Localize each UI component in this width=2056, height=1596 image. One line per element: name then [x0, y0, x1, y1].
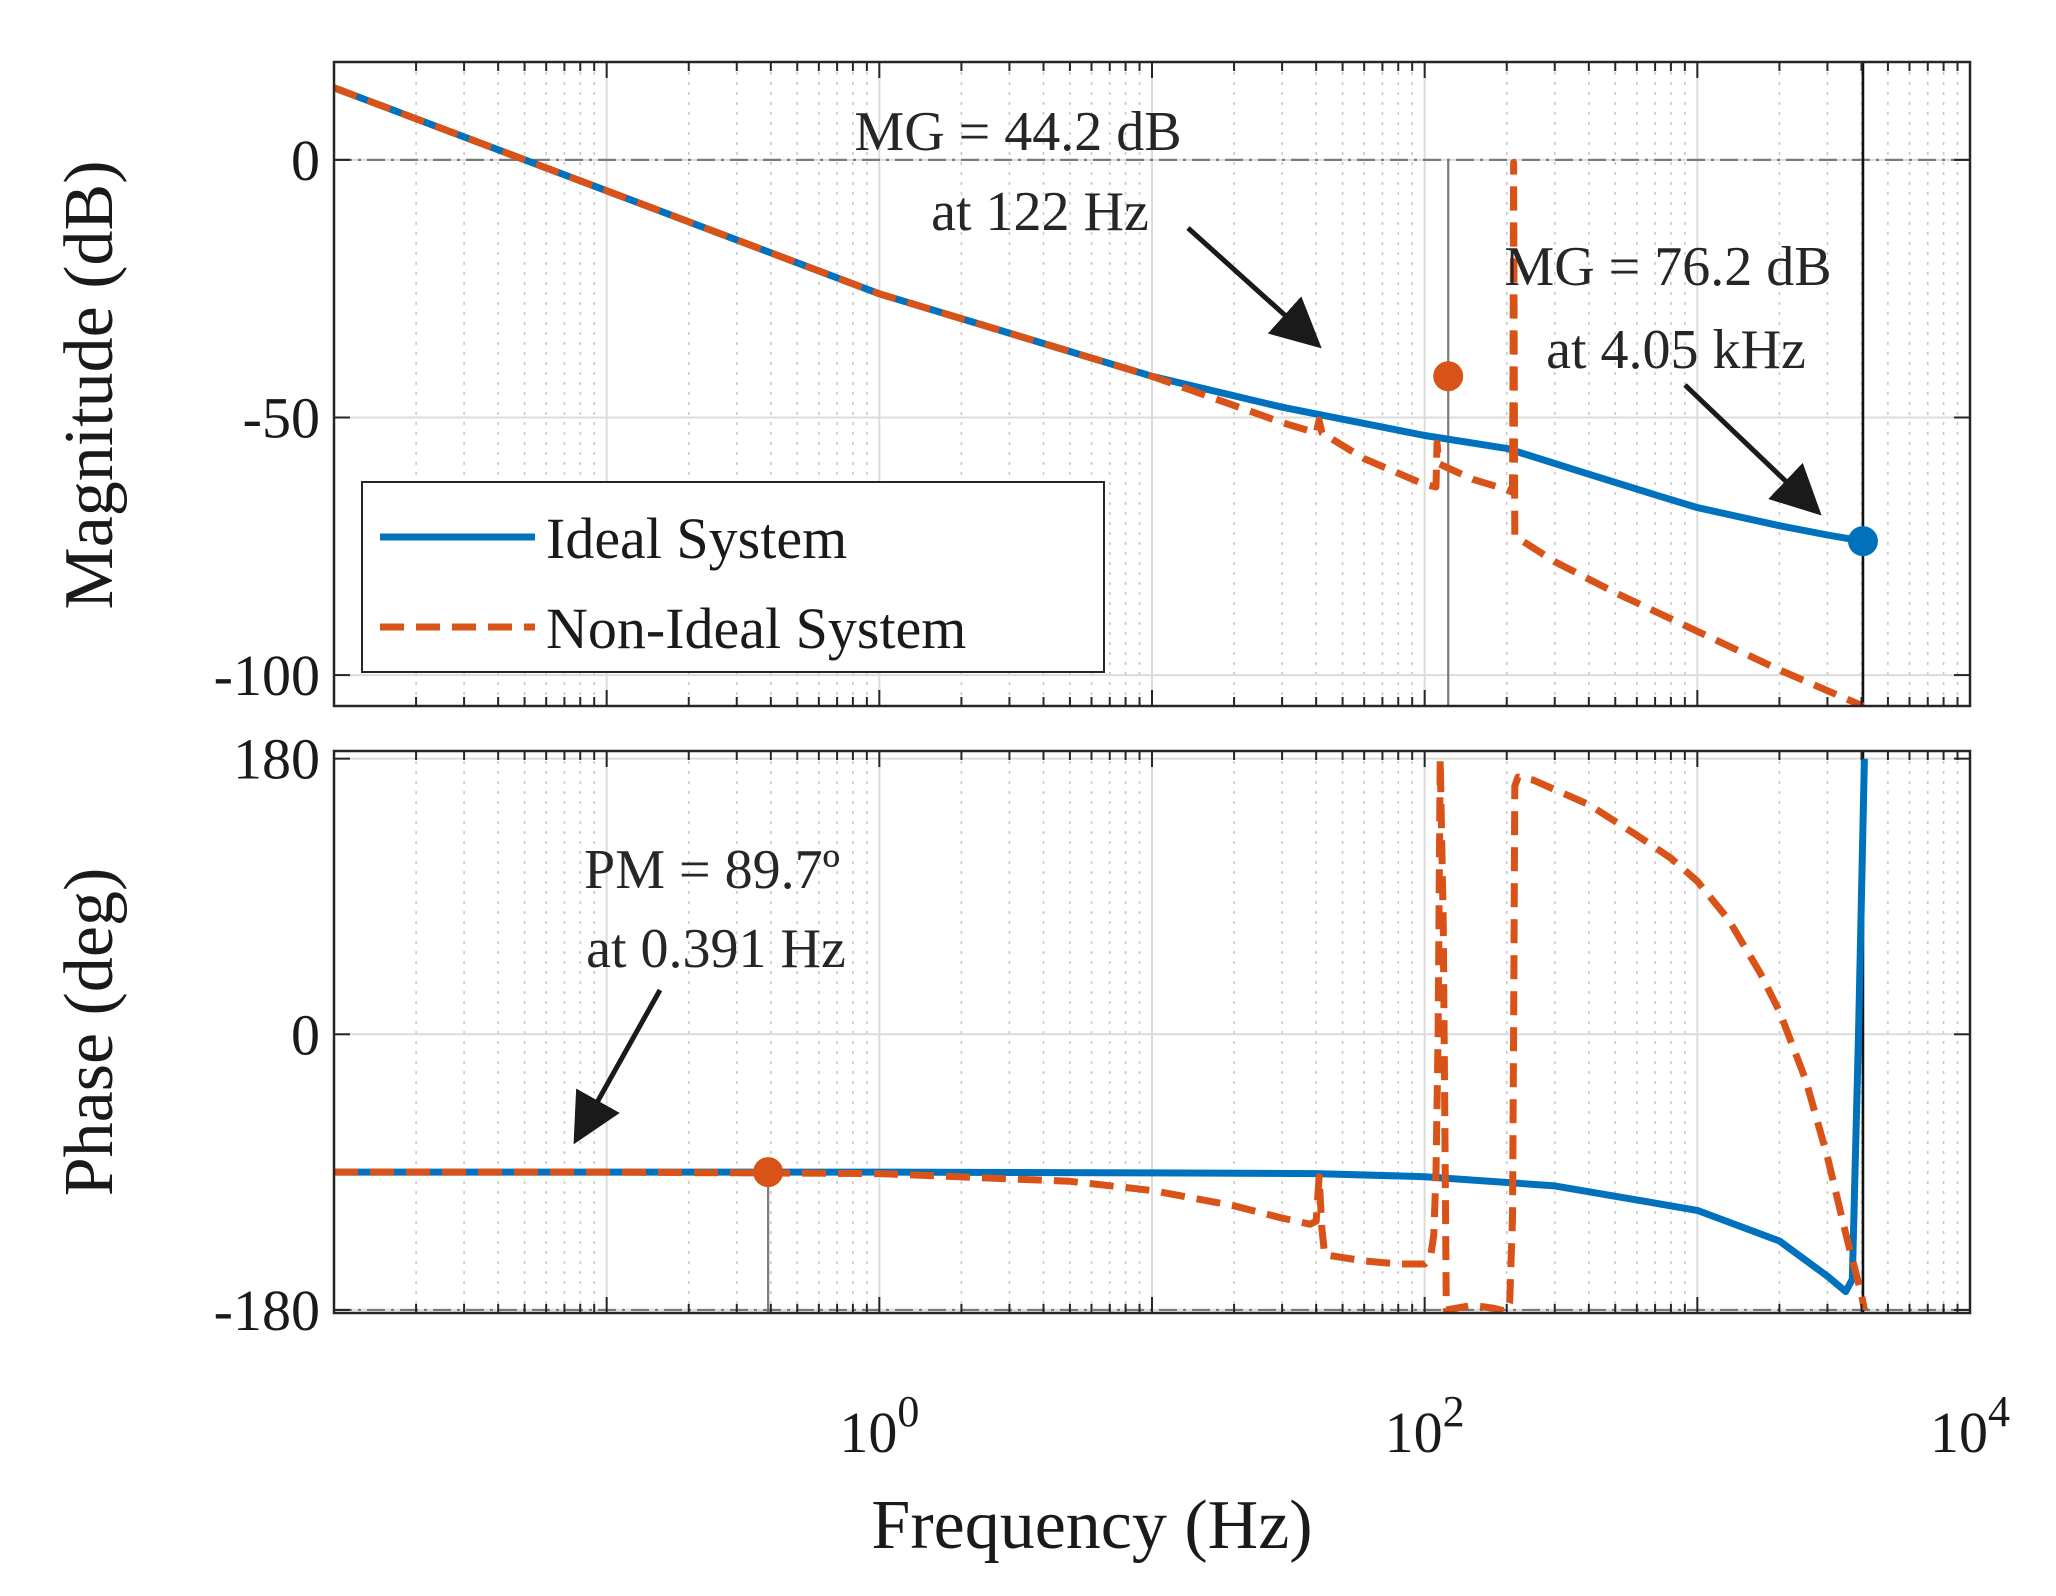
legend-label-ideal: Ideal System	[546, 506, 847, 571]
y-tick-label: -50	[243, 385, 320, 450]
magnitude-ticks	[334, 62, 1970, 706]
mg-annotation-4050hz: MG = 76.2 dB at 4.05 kHz	[1504, 236, 1832, 516]
y-tick-label: -180	[214, 1278, 320, 1343]
phase-markers	[753, 1157, 784, 1188]
mg-annotation-122hz: MG = 44.2 dB at 122 Hz	[854, 101, 1322, 349]
x-tick-label-exponent: 2	[1443, 1387, 1465, 1436]
magnitude-y-tick-labels: 0 -50 -100	[214, 128, 320, 708]
magnitude-reference-lines	[334, 62, 1970, 706]
magnitude-nonideal-series-line	[334, 84, 1865, 706]
data-marker	[1433, 361, 1464, 392]
mg-annotation-4050hz-line2: at 4.05 kHz	[1546, 319, 1806, 381]
phase-ticks	[334, 751, 1970, 1313]
legend-box	[361, 481, 1105, 673]
magnitude-plot: 0 -50 -100 Magnitude (dB) MG = 44.2 dB at …	[51, 60, 1972, 708]
x-tick-label-exponent: 4	[1988, 1387, 2010, 1436]
pm-annotation-line2: at 0.391 Hz	[586, 918, 846, 980]
y-tick-label: 0	[291, 1002, 320, 1067]
mg-annotation-122hz-line2: at 122 Hz	[931, 181, 1149, 243]
pm-annotation: PM = 89.7º at 0.391 Hz	[573, 839, 846, 1145]
pm-annotation-line1: PM = 89.7º	[584, 839, 840, 901]
x-tick-label-base: 10	[839, 1400, 897, 1465]
y-tick-label: 0	[291, 128, 320, 193]
x-tick-label: 100	[839, 1387, 919, 1465]
x-tick-label-exponent: 0	[897, 1387, 919, 1436]
phase-y-axis-label: Phase (deg)	[51, 868, 128, 1197]
phase-grid	[334, 751, 1970, 1313]
phase-nonideal-series-line	[334, 755, 1868, 1313]
legend: Ideal System Non-Ideal System	[361, 481, 1105, 673]
data-marker	[753, 1157, 784, 1188]
phase-y-tick-labels: 180 0 -180	[214, 727, 320, 1343]
magnitude-y-axis-label: Magnitude (dB)	[51, 160, 128, 609]
x-axis-label: Frequency (Hz)	[871, 1487, 1312, 1564]
data-marker	[1847, 526, 1878, 557]
phase-ideal-series-line	[334, 758, 1868, 1296]
y-tick-label: 180	[233, 727, 320, 792]
x-tick-label: 104	[1930, 1387, 2010, 1465]
y-tick-label: -100	[214, 643, 320, 708]
x-tick-label-base: 10	[1385, 1400, 1443, 1465]
mg-annotation-4050hz-arrow	[1683, 383, 1822, 516]
mg-annotation-122hz-line1: MG = 44.2 dB	[854, 101, 1181, 163]
legend-label-nonideal: Non-Ideal System	[546, 596, 966, 661]
x-tick-label-base: 10	[1930, 1400, 1988, 1465]
phase-plot: 180 0 -180 Phase (deg) PM = 89.7º at 0.391…	[51, 727, 1972, 1343]
mg-annotation-122hz-arrow	[1186, 226, 1322, 349]
pm-annotation-arrow	[573, 988, 663, 1145]
magnitude-markers	[1433, 361, 1878, 557]
x-tick-labels: 100 102 104	[839, 1387, 2010, 1465]
mg-annotation-4050hz-line1: MG = 76.2 dB	[1504, 236, 1831, 298]
x-tick-label: 102	[1385, 1387, 1465, 1465]
